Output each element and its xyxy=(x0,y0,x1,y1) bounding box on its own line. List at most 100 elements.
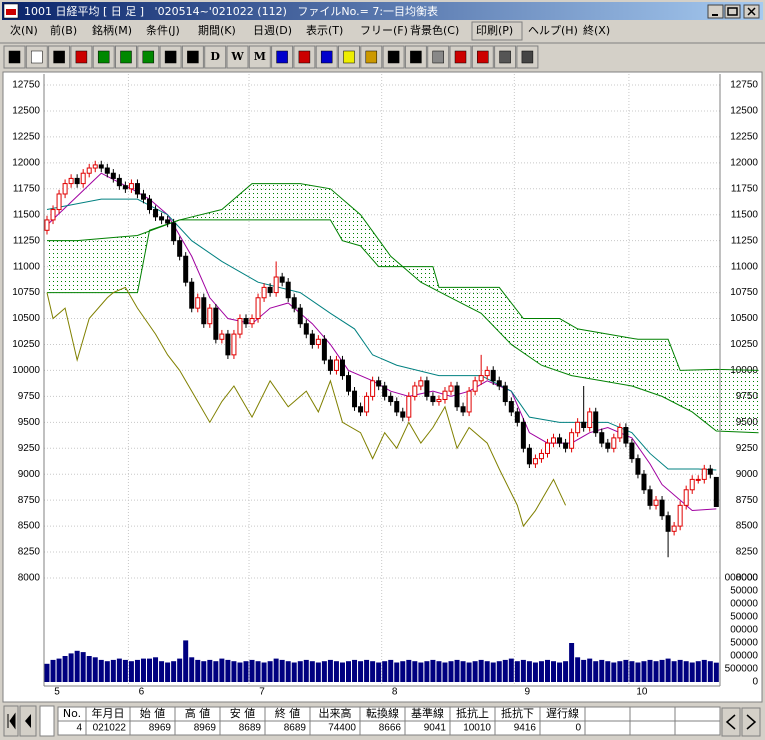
menu-item[interactable]: 印刷(P) xyxy=(476,24,513,37)
volume-bar xyxy=(243,661,249,682)
table-cell: 74400 xyxy=(328,723,356,734)
menu-item[interactable]: フリー(F) xyxy=(360,24,408,37)
tool-icon xyxy=(320,50,333,64)
menu-item[interactable]: 日週(D) xyxy=(253,24,292,37)
candle-body xyxy=(532,458,538,465)
menu-item[interactable]: 条件(J) xyxy=(146,23,180,37)
volume-bar xyxy=(153,657,159,682)
candle-body xyxy=(346,375,351,392)
table-header: 出来高 xyxy=(319,706,352,720)
candle-body xyxy=(285,281,291,299)
volume-bar xyxy=(653,661,659,682)
menu-item[interactable]: 期間(K) xyxy=(198,24,236,37)
candle-body xyxy=(219,333,225,340)
candle-body xyxy=(520,421,526,449)
candle-body xyxy=(593,411,599,434)
candle-body xyxy=(339,359,345,377)
candle-body xyxy=(466,390,472,413)
tool-icon xyxy=(142,50,155,64)
volume-bar xyxy=(424,661,430,682)
tool-icon xyxy=(499,50,511,64)
menu-item[interactable]: 終(X) xyxy=(583,23,610,37)
scroll-right-glyph xyxy=(746,714,757,730)
candle-body xyxy=(454,385,460,408)
table-header: 終 値 xyxy=(275,706,301,720)
volume-bar xyxy=(261,662,267,682)
candle-body xyxy=(526,447,532,465)
window-buttons[interactable] xyxy=(707,4,760,19)
tool-label: W xyxy=(230,50,244,63)
candle-body xyxy=(267,286,273,294)
volume-bar xyxy=(303,659,309,682)
x-tick-label: 8 xyxy=(392,687,398,698)
menu-item[interactable]: 銘柄(M) xyxy=(92,23,132,37)
tool-icon xyxy=(75,50,88,64)
candle-body xyxy=(605,442,611,449)
record-pane xyxy=(39,705,55,737)
candle-body xyxy=(647,489,653,506)
volume-bar xyxy=(569,643,575,682)
candle-body xyxy=(665,515,671,532)
menu-item[interactable]: 次(N) xyxy=(10,23,38,37)
scroll-right-button[interactable] xyxy=(741,707,761,737)
volume-bar xyxy=(273,658,279,682)
volume-bar xyxy=(370,661,376,682)
volume-bar xyxy=(364,659,370,682)
volume-bar xyxy=(291,662,297,682)
candle-body xyxy=(713,476,719,507)
volume-bar xyxy=(92,657,98,682)
indicator-line xyxy=(46,198,717,471)
table-header: 転換線 xyxy=(366,706,399,720)
volume-bar xyxy=(388,659,394,682)
menu-item[interactable]: 前(B) xyxy=(50,23,77,37)
candle-body xyxy=(442,390,448,400)
volume-bar xyxy=(128,661,134,682)
candle-body xyxy=(677,504,683,527)
y-tick-label: 11750 xyxy=(13,183,41,194)
volume-bar xyxy=(593,661,599,682)
candle-body xyxy=(98,164,104,169)
volume-bar xyxy=(544,659,550,682)
y-tick-label: 9000 xyxy=(18,469,41,480)
volume-bar xyxy=(339,662,345,682)
candle-body xyxy=(116,177,122,187)
volume-bar xyxy=(520,659,526,682)
tool-icon xyxy=(298,50,311,64)
candle-body xyxy=(303,323,309,335)
volume-bar xyxy=(56,658,62,682)
menu-item[interactable]: ヘルプ(H) xyxy=(528,24,578,37)
volume-bar xyxy=(557,662,563,682)
candle-body xyxy=(231,333,237,356)
menu-highlight xyxy=(471,21,523,41)
volume-bar xyxy=(165,662,171,682)
y-tick-label: 10500 xyxy=(12,313,40,324)
menu-item[interactable]: 表示(T) xyxy=(306,23,343,37)
volume-bar xyxy=(285,661,291,682)
candle-body xyxy=(617,427,623,439)
prev-glyph xyxy=(25,714,31,728)
volume-bar xyxy=(442,662,448,682)
tool-icon xyxy=(276,50,288,64)
minimize-button[interactable] xyxy=(707,4,724,19)
candle-body xyxy=(623,427,629,444)
volume-bar xyxy=(400,661,406,682)
scroll-left-glyph xyxy=(725,714,736,730)
candle-body xyxy=(321,338,327,361)
volume-bar xyxy=(382,661,388,682)
y-tick-label-right: 10750 xyxy=(730,287,758,298)
candle-body xyxy=(508,401,514,413)
tool-button[interactable] xyxy=(248,45,271,69)
app-icon-mark xyxy=(6,9,16,15)
menu-item[interactable]: 背景色(C) xyxy=(410,23,459,37)
tool-button[interactable] xyxy=(204,45,227,69)
volume-axis-label: 0 xyxy=(752,677,758,688)
volume-bar xyxy=(454,659,460,682)
candle-body xyxy=(653,499,659,506)
tool-icon xyxy=(53,50,65,64)
candle-body xyxy=(255,297,261,320)
table-header: 高 値 xyxy=(185,706,211,720)
tool-button[interactable] xyxy=(226,45,249,69)
scroll-left-button[interactable] xyxy=(721,707,741,737)
volume-axis-label: 50000 xyxy=(730,612,758,623)
